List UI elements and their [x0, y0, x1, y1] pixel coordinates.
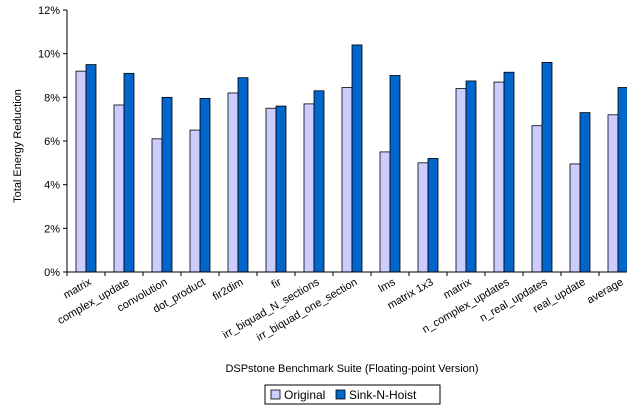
bar-original-7	[341, 87, 353, 273]
bar-original-9	[417, 162, 429, 273]
bar-sink-n-hoist-6	[313, 90, 325, 273]
bar-original-5	[265, 107, 277, 273]
legend: Original Sink-N-Hoist	[264, 384, 441, 405]
y-tick-label-5: 10%	[38, 49, 60, 61]
bar-original-3	[189, 129, 201, 273]
bar-sink-n-hoist-10	[465, 80, 477, 273]
bar-original-4	[227, 92, 239, 273]
plot-area	[75, 44, 627, 273]
bar-sink-n-hoist-8	[389, 75, 401, 273]
bar-original-12	[531, 125, 543, 273]
y-tick-label-2: 4%	[44, 180, 60, 192]
x-tick-label-14: average	[585, 276, 625, 306]
legend-swatch-sink-n-hoist	[335, 389, 346, 400]
legend-swatch-original	[270, 389, 281, 400]
bar-sink-n-hoist-14	[617, 87, 627, 273]
y-axis: 0% 2% 4% 6% 8% 10% 12%	[38, 5, 68, 279]
bar-original-0	[75, 70, 87, 273]
y-tick-label-4: 8%	[44, 92, 60, 104]
bar-sink-n-hoist-7	[351, 44, 363, 273]
y-axis-title: Total Energy Reduction	[12, 89, 24, 203]
legend-label-original: Original	[284, 388, 325, 402]
bar-original-2	[151, 138, 163, 273]
x-tick-label-4: fir2dim	[211, 276, 246, 303]
y-tick-label-0: 0%	[44, 267, 60, 279]
y-tick-label-6: 12%	[38, 5, 60, 17]
y-tick-label-3: 6%	[44, 136, 60, 148]
bar-original-10	[455, 88, 467, 273]
bar-sink-n-hoist-9	[427, 158, 439, 273]
bar-original-6	[303, 103, 315, 273]
bar-sink-n-hoist-0	[85, 64, 97, 273]
bar-original-11	[493, 81, 505, 273]
x-axis: matrixcomplex_updateconvolutiondot_produ…	[56, 271, 627, 344]
x-tick-label-5: fir	[270, 276, 284, 291]
legend-label-sink-n-hoist: Sink-N-Hoist	[349, 388, 417, 402]
bar-original-8	[379, 151, 391, 273]
x-tick-label-8: lms	[377, 276, 398, 295]
bar-sink-n-hoist-3	[199, 98, 211, 273]
y-tick-label-1: 2%	[44, 223, 60, 235]
legend-box	[264, 384, 441, 405]
bar-sink-n-hoist-1	[123, 72, 135, 273]
bar-original-13	[569, 163, 581, 273]
bar-sink-n-hoist-4	[237, 77, 249, 273]
bar-sink-n-hoist-5	[275, 105, 287, 273]
bar-original-14	[607, 114, 619, 273]
bar-original-1	[113, 104, 125, 273]
bar-sink-n-hoist-2	[161, 96, 173, 273]
bar-sink-n-hoist-12	[541, 62, 553, 273]
bar-sink-n-hoist-11	[503, 71, 515, 273]
x-axis-title: DSPstone Benchmark Suite (Floating-point…	[225, 363, 478, 375]
bar-sink-n-hoist-13	[579, 112, 591, 273]
